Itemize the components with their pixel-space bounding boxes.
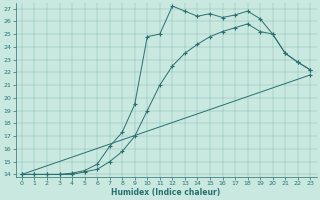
X-axis label: Humidex (Indice chaleur): Humidex (Indice chaleur) — [111, 188, 221, 197]
